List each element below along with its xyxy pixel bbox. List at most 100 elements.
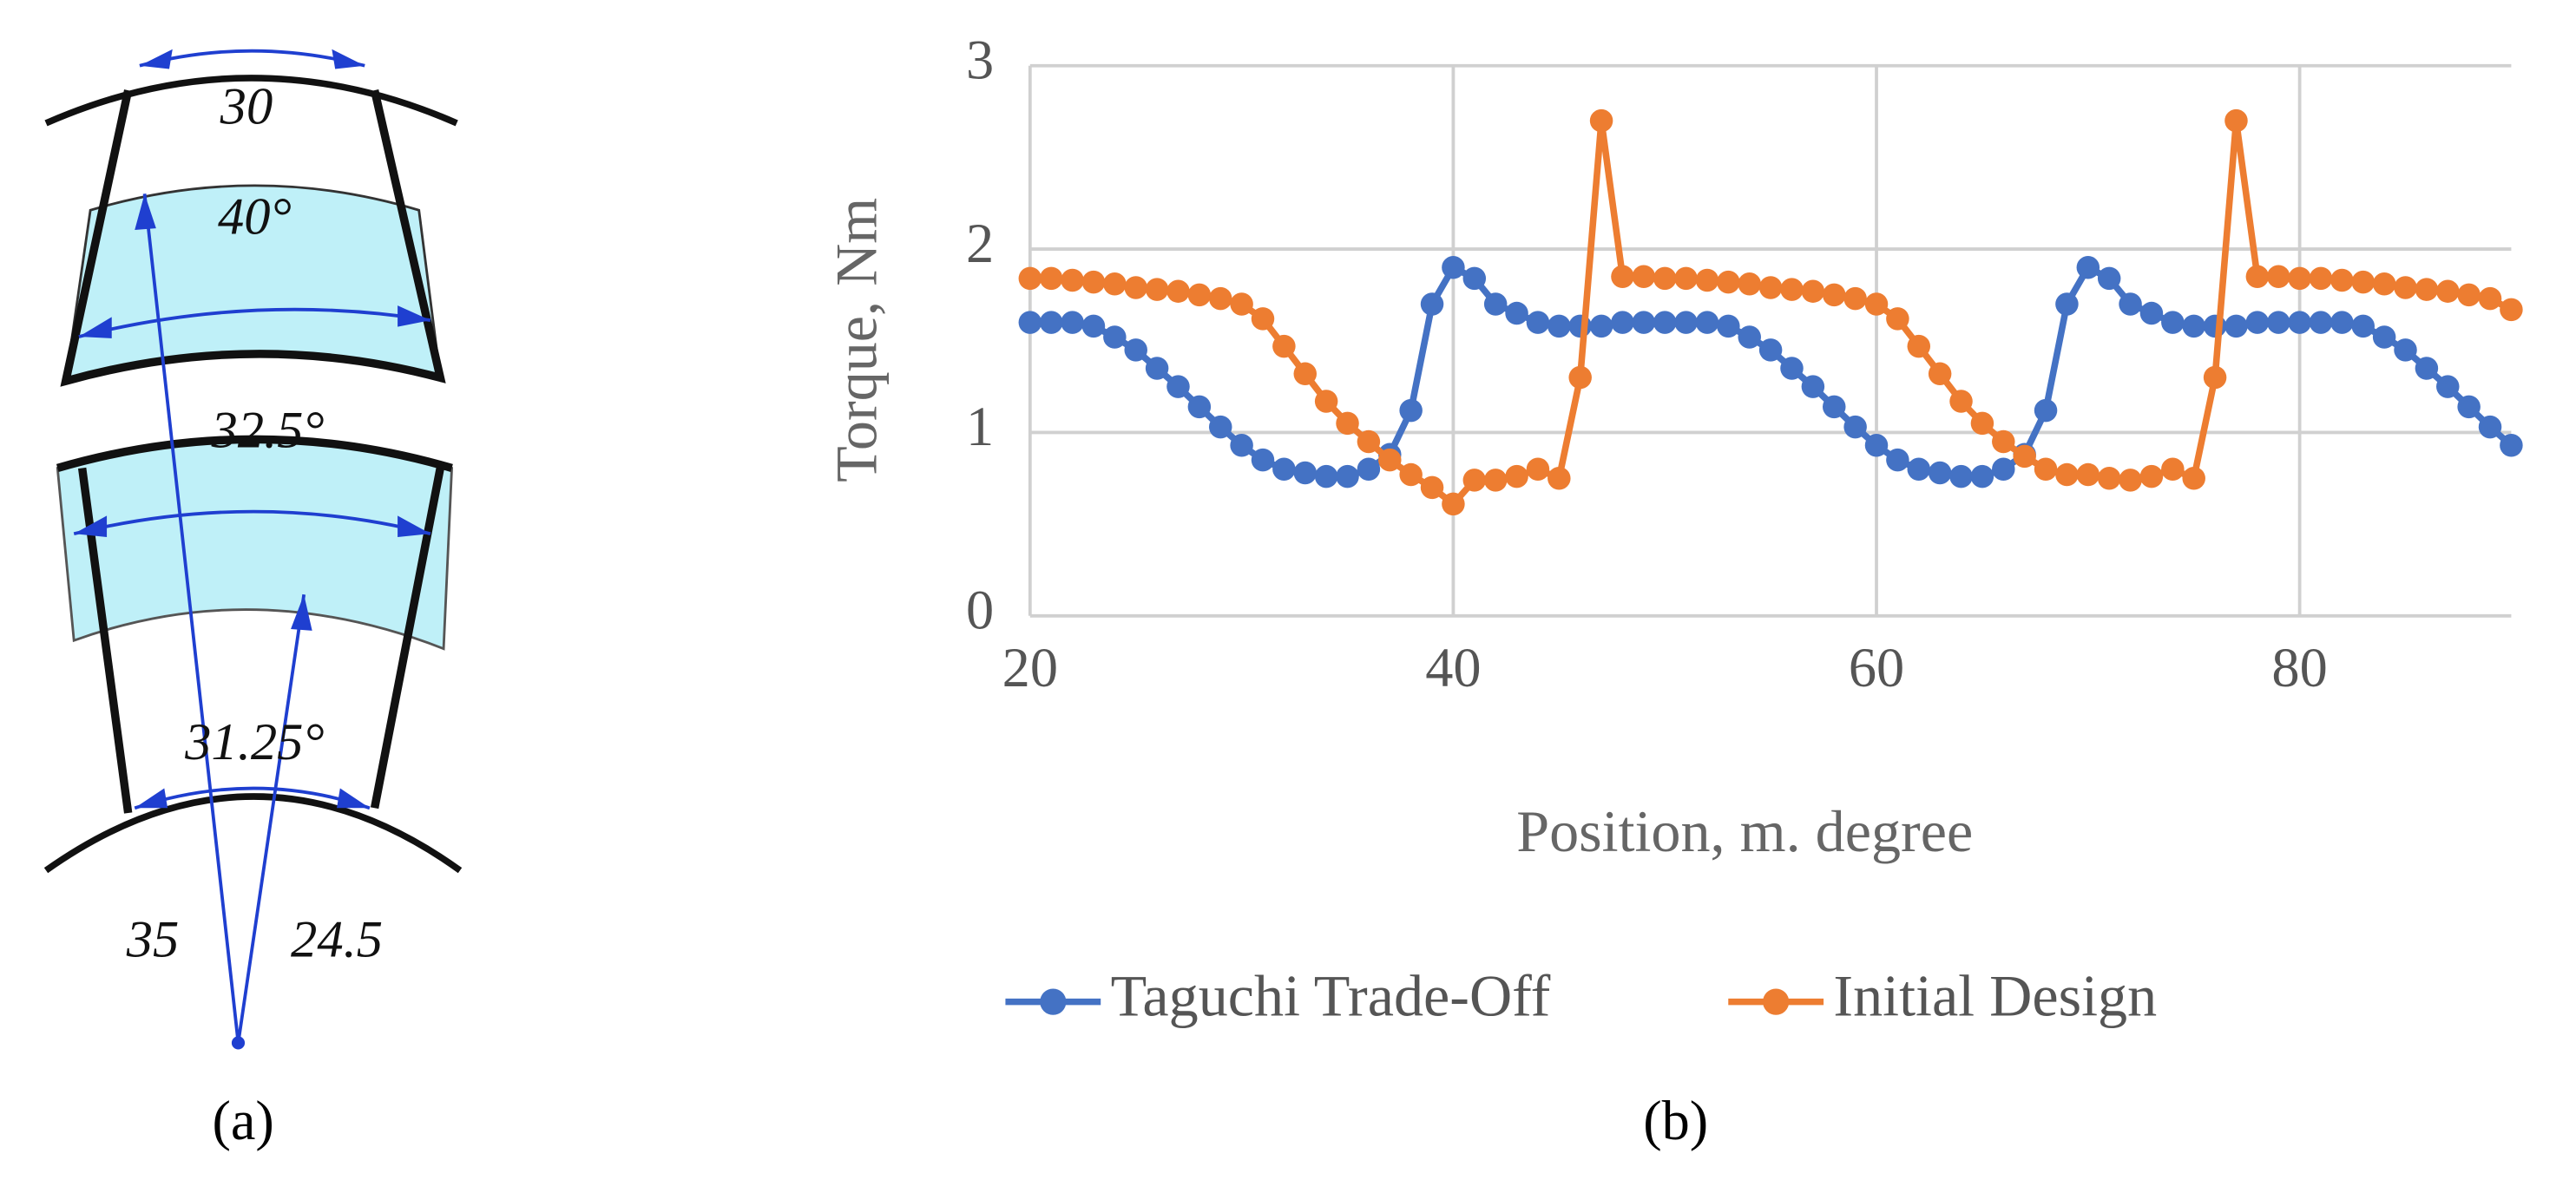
marker (1081, 270, 1106, 294)
dimension-lines (73, 49, 431, 1044)
x-tick-label: 40 (1425, 637, 1481, 698)
marker (1695, 311, 1719, 334)
marker (1314, 390, 1338, 413)
marker (1843, 415, 1867, 439)
marker (1801, 279, 1825, 303)
marker (2034, 398, 2058, 423)
marker (1526, 311, 1550, 334)
marker (2500, 433, 2523, 457)
marker (2076, 255, 2100, 279)
marker (1548, 314, 1571, 338)
y-tick-label: 3 (966, 29, 994, 90)
dimension-label: 35 (126, 910, 180, 968)
marker (1632, 265, 1656, 289)
marker (2330, 268, 2354, 292)
y-tick-label: 0 (966, 580, 994, 641)
marker (1230, 433, 1253, 457)
marker (1674, 266, 1698, 291)
marker (1632, 311, 1656, 334)
magnet-band (56, 437, 454, 651)
marker (1399, 398, 1423, 423)
marker (1801, 375, 1825, 398)
marker (1357, 429, 1381, 454)
marker (1081, 314, 1106, 338)
marker (2351, 314, 2375, 338)
marker (1653, 266, 1677, 291)
marker (1589, 108, 1613, 133)
marker (2161, 457, 2185, 481)
marker (1483, 469, 1508, 492)
marker (1758, 338, 1783, 362)
marker (1420, 475, 1444, 500)
marker (1907, 457, 1931, 481)
marker (1208, 415, 1232, 439)
marker (1568, 365, 1592, 390)
legend-marker (1040, 988, 1067, 1015)
marker (1039, 266, 1063, 291)
marker (1061, 268, 1084, 292)
marker (2457, 283, 2481, 307)
marker (2436, 279, 2460, 303)
marker (2203, 365, 2227, 390)
marker (2224, 314, 2248, 338)
marker (1442, 255, 1465, 279)
marker (1251, 307, 1275, 331)
marker (1992, 429, 2015, 454)
marker (1208, 286, 1232, 311)
outer-arc (44, 75, 458, 127)
marker (1843, 286, 1867, 311)
marker (1864, 292, 1889, 316)
marker (1738, 272, 1761, 296)
marker (2372, 272, 2396, 296)
marker (2394, 338, 2417, 362)
marker (2097, 266, 2121, 291)
marker (1336, 464, 1359, 488)
caption: (a) (212, 1090, 273, 1151)
marker (1336, 411, 1359, 436)
dimension-label: 30 (220, 78, 273, 136)
marker (1103, 272, 1127, 296)
marker (1970, 464, 1994, 488)
marker (1293, 362, 1318, 386)
marker (1780, 278, 1804, 301)
marker (1462, 266, 1487, 291)
dimension-label: 32.5° (210, 402, 324, 460)
marker (2224, 108, 2248, 133)
x-tick-label: 60 (1849, 637, 1904, 698)
arrowheads (74, 49, 430, 1050)
marker (2097, 467, 2121, 490)
marker (2288, 311, 2311, 334)
marker (1780, 357, 1804, 380)
marker (1992, 457, 2015, 481)
marker (2330, 311, 2354, 334)
marker (1272, 457, 1296, 481)
marker (2394, 276, 2417, 299)
marker (1018, 266, 1042, 291)
marker (2245, 265, 2270, 289)
x-axis-label: Position, m. degree (1516, 798, 1973, 864)
marker (2119, 469, 2142, 492)
y-tick-label: 2 (966, 213, 994, 274)
marker (1145, 357, 1169, 380)
marker (1187, 395, 1212, 419)
marker (2415, 278, 2439, 301)
marker (1823, 283, 1846, 307)
marker (1758, 276, 1783, 299)
marker (1886, 448, 1909, 472)
marker (1589, 314, 1613, 338)
marker (1823, 395, 1846, 419)
marker (2478, 286, 2502, 311)
marker (1166, 375, 1190, 398)
marker (1039, 311, 1063, 334)
marker (1717, 314, 1740, 338)
marker (2500, 298, 2523, 322)
marker (1293, 461, 1318, 485)
marker (2139, 301, 2164, 325)
x-tick-label: 20 (1002, 637, 1058, 698)
marker (1378, 448, 1402, 472)
y-axis-label: Torque, Nm (823, 198, 889, 482)
dimension-label: 40° (218, 187, 292, 246)
marker (2161, 311, 2185, 334)
marker (1187, 283, 1212, 307)
